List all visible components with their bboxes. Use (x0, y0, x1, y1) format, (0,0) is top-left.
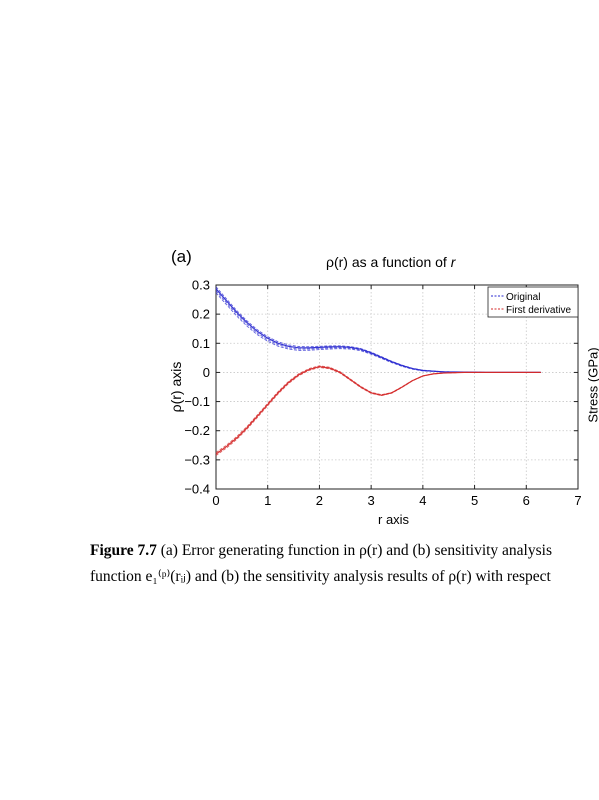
x-tick-label: 7 (574, 493, 581, 508)
y-tick-label: −0.3 (184, 452, 210, 467)
caption-line-2: function e₁⁽ᵖ⁾(rᵢⱼ) and (b) the sensitiv… (90, 568, 551, 585)
y-tick-label: 0.2 (192, 307, 210, 322)
panel-label: (a) (171, 247, 192, 266)
y-tick-label: 0.1 (192, 336, 210, 351)
chart-title-variable: r (450, 254, 456, 270)
x-tick-label: 3 (368, 493, 375, 508)
chart-title-prefix: ρ(r) as a function of (326, 254, 451, 270)
y-tick-label: −0.4 (184, 482, 210, 497)
x-tick-label: 0 (212, 493, 219, 508)
cutoff-axis-label: Stress (GPa) (585, 347, 599, 423)
x-tick-label: 5 (471, 493, 478, 508)
plot-frame (215, 284, 579, 490)
y-tick-label: −0.1 (184, 394, 210, 409)
y-axis-label: ρ(r) axis (168, 361, 184, 413)
caption-line-1: Figure 7.7 (a) Error generating function… (90, 538, 599, 564)
chart-title: ρ(r) as a function of r (326, 254, 455, 270)
x-tick-label: 2 (316, 493, 323, 508)
legend-box (487, 286, 579, 318)
x-axis-label: r axis (378, 512, 410, 527)
x-tick-label: 6 (523, 493, 530, 508)
y-tick-label: −0.2 (184, 423, 210, 438)
x-tick-label: 1 (264, 493, 271, 508)
series-line-first-derivative (215, 365, 541, 455)
figure-caption: Figure 7.7 (a) Error generating function… (90, 538, 599, 590)
legend-label: First derivative (506, 305, 571, 316)
x-tick-label: 4 (419, 493, 426, 508)
series-line-first-derivative (215, 366, 541, 456)
y-tick-label: 0 (203, 365, 210, 380)
legend-label: Original (506, 292, 540, 303)
series-line-first-derivative (215, 365, 541, 453)
caption-text-1: (a) Error generating function in ρ(r) an… (160, 542, 552, 559)
y-tick-label: 0.3 (192, 278, 210, 293)
figure-label: Figure 7.7 (90, 542, 157, 559)
